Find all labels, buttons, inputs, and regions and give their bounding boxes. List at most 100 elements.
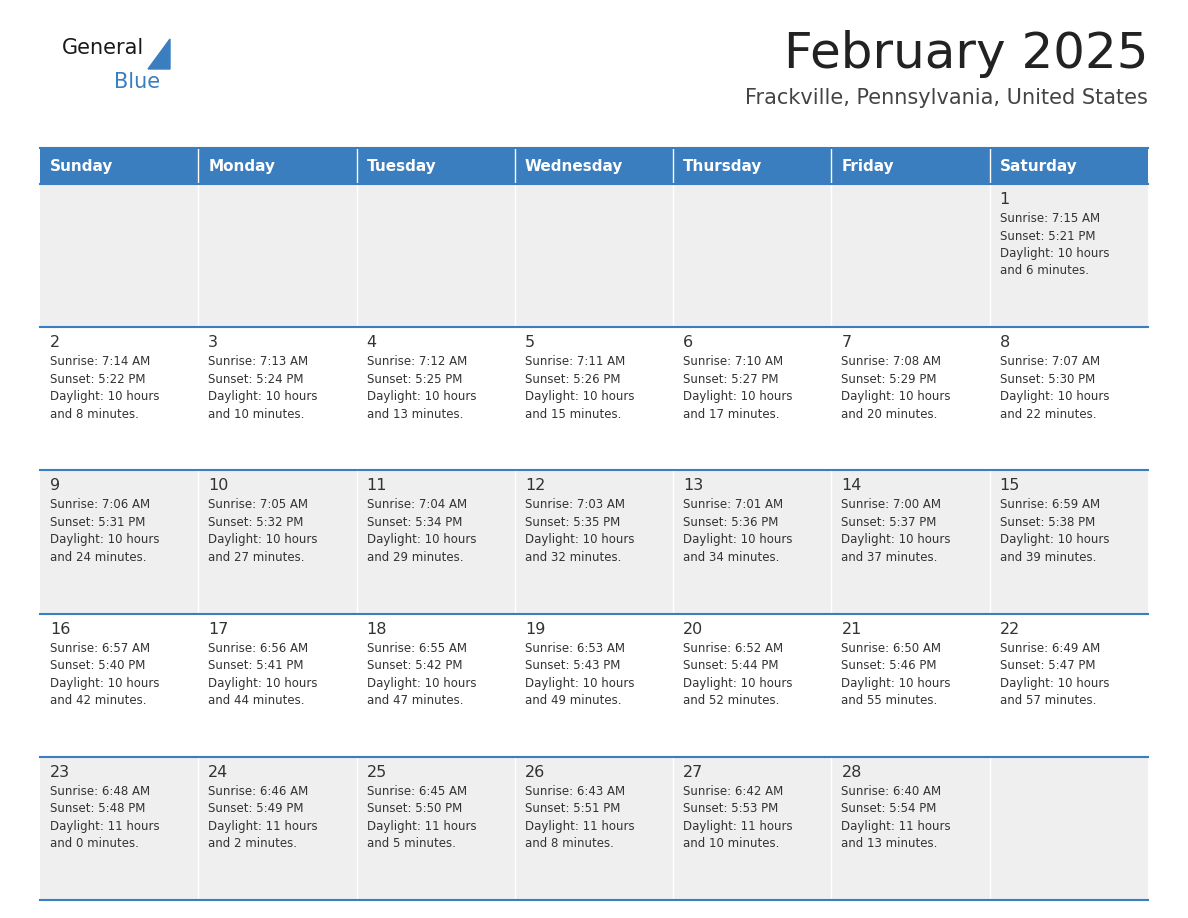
Text: Sunrise: 7:04 AM
Sunset: 5:34 PM
Daylight: 10 hours
and 29 minutes.: Sunrise: 7:04 AM Sunset: 5:34 PM Dayligh… xyxy=(367,498,476,564)
Text: Sunrise: 7:13 AM
Sunset: 5:24 PM
Daylight: 10 hours
and 10 minutes.: Sunrise: 7:13 AM Sunset: 5:24 PM Dayligh… xyxy=(208,355,317,420)
Bar xyxy=(832,327,990,470)
Text: Sunrise: 6:55 AM
Sunset: 5:42 PM
Daylight: 10 hours
and 47 minutes.: Sunrise: 6:55 AM Sunset: 5:42 PM Dayligh… xyxy=(367,642,476,707)
Bar xyxy=(198,756,356,900)
Bar xyxy=(40,470,198,613)
Text: Sunday: Sunday xyxy=(50,159,113,174)
Bar xyxy=(356,327,514,470)
Bar xyxy=(514,184,674,327)
Bar xyxy=(990,756,1148,900)
Bar xyxy=(990,613,1148,756)
Text: Sunrise: 6:42 AM
Sunset: 5:53 PM
Daylight: 11 hours
and 10 minutes.: Sunrise: 6:42 AM Sunset: 5:53 PM Dayligh… xyxy=(683,785,792,850)
Text: 18: 18 xyxy=(367,621,387,636)
Text: Sunrise: 7:14 AM
Sunset: 5:22 PM
Daylight: 10 hours
and 8 minutes.: Sunrise: 7:14 AM Sunset: 5:22 PM Dayligh… xyxy=(50,355,159,420)
Text: 12: 12 xyxy=(525,478,545,493)
Text: Sunrise: 6:46 AM
Sunset: 5:49 PM
Daylight: 11 hours
and 2 minutes.: Sunrise: 6:46 AM Sunset: 5:49 PM Dayligh… xyxy=(208,785,318,850)
Text: Sunrise: 7:06 AM
Sunset: 5:31 PM
Daylight: 10 hours
and 24 minutes.: Sunrise: 7:06 AM Sunset: 5:31 PM Dayligh… xyxy=(50,498,159,564)
Bar xyxy=(674,470,832,613)
Bar xyxy=(832,613,990,756)
Text: 19: 19 xyxy=(525,621,545,636)
Text: February 2025: February 2025 xyxy=(784,30,1148,78)
Text: 6: 6 xyxy=(683,335,694,350)
Bar xyxy=(198,148,356,184)
Text: Monday: Monday xyxy=(208,159,276,174)
Text: Tuesday: Tuesday xyxy=(367,159,436,174)
Bar xyxy=(832,470,990,613)
Text: 21: 21 xyxy=(841,621,861,636)
Bar xyxy=(514,148,674,184)
Text: 28: 28 xyxy=(841,765,861,779)
Bar xyxy=(990,184,1148,327)
Bar xyxy=(356,756,514,900)
Text: 25: 25 xyxy=(367,765,387,779)
Text: Sunrise: 7:11 AM
Sunset: 5:26 PM
Daylight: 10 hours
and 15 minutes.: Sunrise: 7:11 AM Sunset: 5:26 PM Dayligh… xyxy=(525,355,634,420)
Bar xyxy=(674,613,832,756)
Text: Sunrise: 7:08 AM
Sunset: 5:29 PM
Daylight: 10 hours
and 20 minutes.: Sunrise: 7:08 AM Sunset: 5:29 PM Dayligh… xyxy=(841,355,950,420)
Bar xyxy=(356,184,514,327)
Bar xyxy=(198,184,356,327)
Text: Saturday: Saturday xyxy=(1000,159,1078,174)
Text: Sunrise: 7:15 AM
Sunset: 5:21 PM
Daylight: 10 hours
and 6 minutes.: Sunrise: 7:15 AM Sunset: 5:21 PM Dayligh… xyxy=(1000,212,1110,277)
Text: 23: 23 xyxy=(50,765,70,779)
Text: 13: 13 xyxy=(683,478,703,493)
Text: 2: 2 xyxy=(50,335,61,350)
Text: 24: 24 xyxy=(208,765,228,779)
Text: 8: 8 xyxy=(1000,335,1010,350)
Bar xyxy=(674,184,832,327)
Text: Sunrise: 6:49 AM
Sunset: 5:47 PM
Daylight: 10 hours
and 57 minutes.: Sunrise: 6:49 AM Sunset: 5:47 PM Dayligh… xyxy=(1000,642,1110,707)
Bar xyxy=(356,613,514,756)
Bar xyxy=(990,470,1148,613)
Bar xyxy=(674,148,832,184)
Text: Sunrise: 6:48 AM
Sunset: 5:48 PM
Daylight: 11 hours
and 0 minutes.: Sunrise: 6:48 AM Sunset: 5:48 PM Dayligh… xyxy=(50,785,159,850)
Text: 17: 17 xyxy=(208,621,228,636)
Text: 15: 15 xyxy=(1000,478,1020,493)
Text: Wednesday: Wednesday xyxy=(525,159,624,174)
Text: 1: 1 xyxy=(1000,192,1010,207)
Text: 7: 7 xyxy=(841,335,852,350)
Text: 9: 9 xyxy=(50,478,61,493)
Text: Sunrise: 7:07 AM
Sunset: 5:30 PM
Daylight: 10 hours
and 22 minutes.: Sunrise: 7:07 AM Sunset: 5:30 PM Dayligh… xyxy=(1000,355,1110,420)
Text: Sunrise: 7:00 AM
Sunset: 5:37 PM
Daylight: 10 hours
and 37 minutes.: Sunrise: 7:00 AM Sunset: 5:37 PM Dayligh… xyxy=(841,498,950,564)
Bar xyxy=(674,327,832,470)
Bar xyxy=(514,613,674,756)
Text: Sunrise: 6:52 AM
Sunset: 5:44 PM
Daylight: 10 hours
and 52 minutes.: Sunrise: 6:52 AM Sunset: 5:44 PM Dayligh… xyxy=(683,642,792,707)
Bar xyxy=(40,613,198,756)
Text: Sunrise: 6:59 AM
Sunset: 5:38 PM
Daylight: 10 hours
and 39 minutes.: Sunrise: 6:59 AM Sunset: 5:38 PM Dayligh… xyxy=(1000,498,1110,564)
Bar xyxy=(990,327,1148,470)
Bar xyxy=(832,756,990,900)
Bar xyxy=(40,327,198,470)
Bar xyxy=(40,148,198,184)
Bar xyxy=(514,327,674,470)
Text: Sunrise: 6:50 AM
Sunset: 5:46 PM
Daylight: 10 hours
and 55 minutes.: Sunrise: 6:50 AM Sunset: 5:46 PM Dayligh… xyxy=(841,642,950,707)
Text: Sunrise: 7:03 AM
Sunset: 5:35 PM
Daylight: 10 hours
and 32 minutes.: Sunrise: 7:03 AM Sunset: 5:35 PM Dayligh… xyxy=(525,498,634,564)
Text: 5: 5 xyxy=(525,335,535,350)
Text: Sunrise: 6:53 AM
Sunset: 5:43 PM
Daylight: 10 hours
and 49 minutes.: Sunrise: 6:53 AM Sunset: 5:43 PM Dayligh… xyxy=(525,642,634,707)
Text: Sunrise: 6:56 AM
Sunset: 5:41 PM
Daylight: 10 hours
and 44 minutes.: Sunrise: 6:56 AM Sunset: 5:41 PM Dayligh… xyxy=(208,642,317,707)
Text: Sunrise: 7:01 AM
Sunset: 5:36 PM
Daylight: 10 hours
and 34 minutes.: Sunrise: 7:01 AM Sunset: 5:36 PM Dayligh… xyxy=(683,498,792,564)
Text: Sunrise: 7:12 AM
Sunset: 5:25 PM
Daylight: 10 hours
and 13 minutes.: Sunrise: 7:12 AM Sunset: 5:25 PM Dayligh… xyxy=(367,355,476,420)
Bar xyxy=(514,470,674,613)
Text: Sunrise: 7:05 AM
Sunset: 5:32 PM
Daylight: 10 hours
and 27 minutes.: Sunrise: 7:05 AM Sunset: 5:32 PM Dayligh… xyxy=(208,498,317,564)
Bar xyxy=(832,148,990,184)
Bar xyxy=(198,470,356,613)
Text: 3: 3 xyxy=(208,335,219,350)
Text: Sunrise: 6:43 AM
Sunset: 5:51 PM
Daylight: 11 hours
and 8 minutes.: Sunrise: 6:43 AM Sunset: 5:51 PM Dayligh… xyxy=(525,785,634,850)
Text: 4: 4 xyxy=(367,335,377,350)
Bar xyxy=(990,148,1148,184)
Text: 11: 11 xyxy=(367,478,387,493)
Text: General: General xyxy=(62,38,144,58)
Text: 16: 16 xyxy=(50,621,70,636)
Bar xyxy=(832,184,990,327)
Text: 14: 14 xyxy=(841,478,861,493)
Text: Sunrise: 6:40 AM
Sunset: 5:54 PM
Daylight: 11 hours
and 13 minutes.: Sunrise: 6:40 AM Sunset: 5:54 PM Dayligh… xyxy=(841,785,952,850)
Text: 22: 22 xyxy=(1000,621,1020,636)
Text: Sunrise: 6:57 AM
Sunset: 5:40 PM
Daylight: 10 hours
and 42 minutes.: Sunrise: 6:57 AM Sunset: 5:40 PM Dayligh… xyxy=(50,642,159,707)
Bar xyxy=(40,756,198,900)
Polygon shape xyxy=(148,39,170,69)
Bar xyxy=(356,148,514,184)
Text: Thursday: Thursday xyxy=(683,159,763,174)
Text: 26: 26 xyxy=(525,765,545,779)
Text: Frackville, Pennsylvania, United States: Frackville, Pennsylvania, United States xyxy=(745,88,1148,108)
Bar xyxy=(674,756,832,900)
Bar xyxy=(198,327,356,470)
Bar xyxy=(514,756,674,900)
